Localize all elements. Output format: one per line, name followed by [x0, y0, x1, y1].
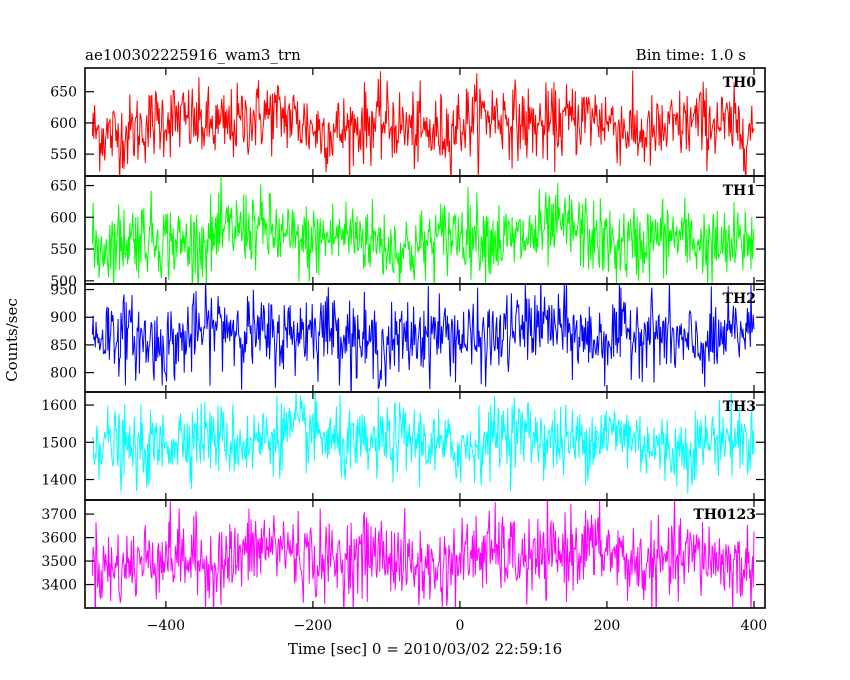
series-line-th1 — [91, 176, 755, 284]
x-axis-label: Time [sec] 0 = 2010/03/02 22:59:16 — [288, 640, 562, 658]
y-tick-label: 1400 — [41, 473, 77, 489]
y-tick-label: 3600 — [41, 531, 77, 547]
series-line-th2 — [91, 284, 755, 392]
x-tick-label: 0 — [455, 618, 464, 634]
y-tick-label: 3400 — [41, 578, 77, 594]
series-line-th3 — [91, 392, 755, 494]
x-tick-label: −200 — [294, 618, 332, 634]
panel-th1: 500 550 600 650 TH1 — [50, 175, 766, 290]
y-tick-label: 550 — [50, 147, 77, 163]
y-tick-label: 850 — [50, 338, 77, 354]
panel-label-th3: TH3 — [723, 399, 756, 415]
x-tick-label: −400 — [147, 618, 185, 634]
y-tick-label: 950 — [50, 283, 77, 299]
chart-title: ae100302225916_wam3_trn — [85, 46, 301, 64]
x-tick-label: 400 — [741, 618, 768, 634]
y-tick-label: 500 — [50, 274, 77, 290]
series-line-th0 — [91, 70, 755, 176]
y-tick-label: 600 — [50, 116, 77, 132]
panel-th3: 1400 1500 1600 TH3 — [41, 391, 766, 501]
panels-group: 550 600 650 TH0 500 550 600 650 TH1 800 850 900 950 T… — [41, 67, 766, 609]
panel-th0: 550 600 650 TH0 — [50, 67, 766, 177]
bin-time-label: Bin time: 1.0 s — [636, 46, 746, 64]
panel-th0123: 3400 3500 3600 3700 TH0123 — [41, 499, 766, 609]
panel-label-th2: TH2 — [723, 291, 756, 307]
y-axis-label: Counts/sec — [3, 298, 21, 382]
panel-label-th1: TH1 — [723, 183, 756, 199]
y-tick-label: 800 — [50, 366, 77, 382]
x-tick-label: 200 — [594, 618, 621, 634]
panel-label-th0123: TH0123 — [693, 507, 756, 523]
panel-label-th0: TH0 — [723, 75, 757, 91]
panel-frame — [84, 499, 766, 609]
y-tick-label: 1500 — [41, 435, 77, 451]
y-tick-label: 600 — [50, 210, 77, 226]
y-tick-label: 650 — [50, 85, 77, 101]
series-line-th0123 — [91, 500, 755, 608]
y-tick-label: 3700 — [41, 507, 77, 523]
panel-th2: 800 850 900 950 TH2 — [50, 283, 766, 393]
y-tick-label: 1600 — [41, 398, 77, 414]
y-tick-label: 3500 — [41, 554, 77, 570]
x-axis: −400 −200 0 200 400 — [147, 618, 768, 634]
y-tick-label: 900 — [50, 310, 77, 326]
y-tick-label: 550 — [50, 242, 77, 258]
y-tick-label: 650 — [50, 179, 77, 195]
